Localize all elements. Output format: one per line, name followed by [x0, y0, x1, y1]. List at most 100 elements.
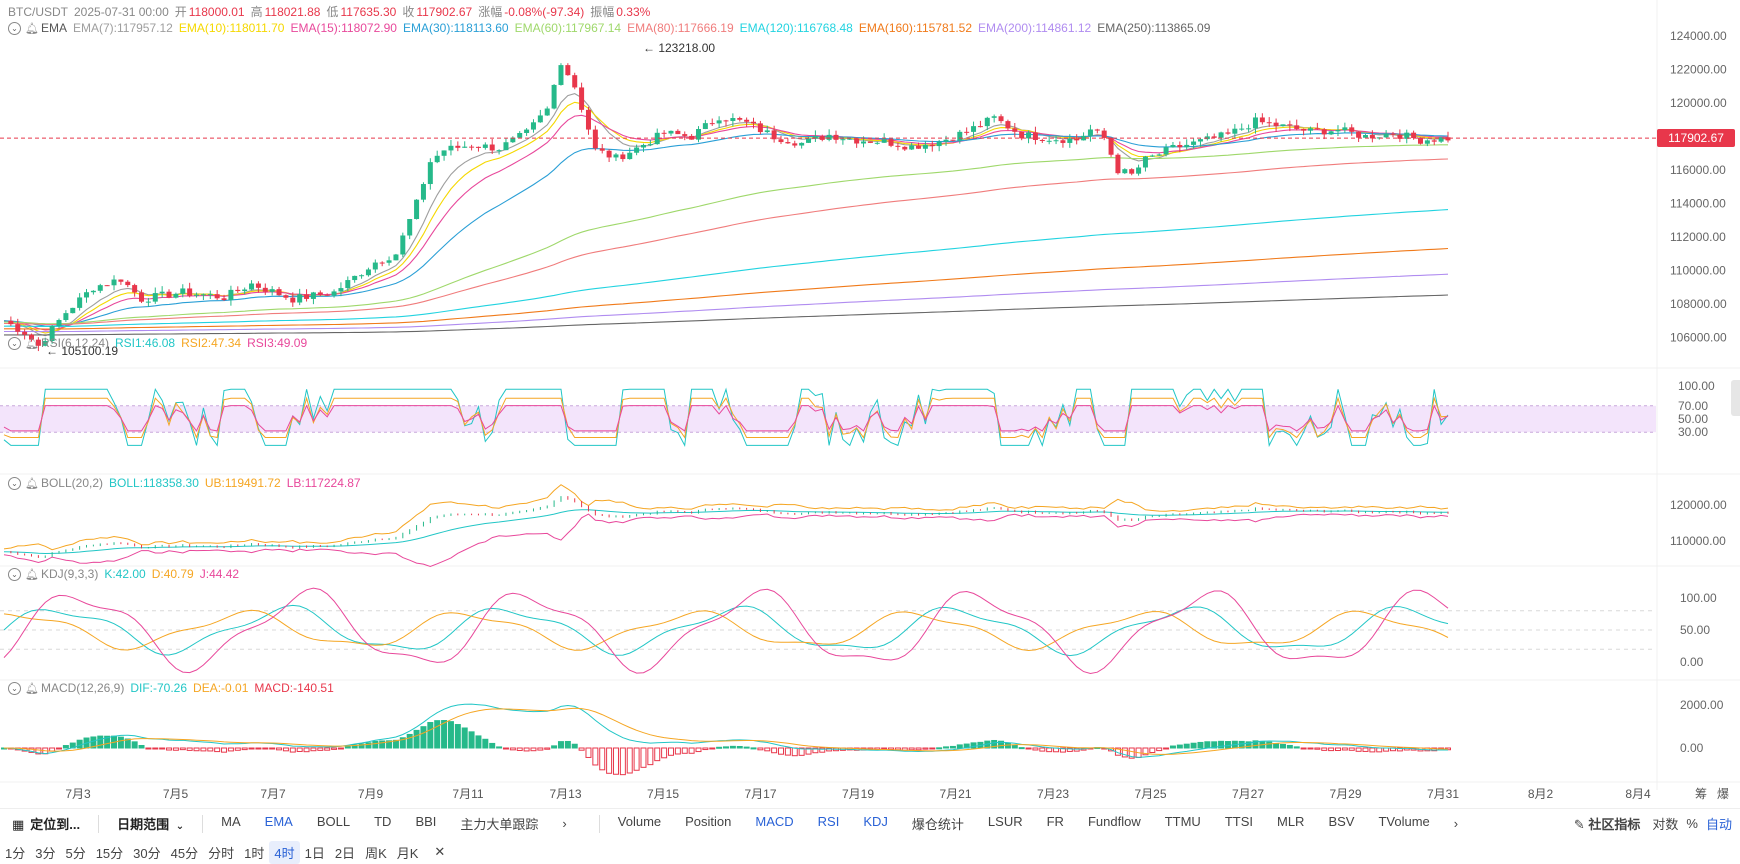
candle-body: [1287, 124, 1293, 126]
sub-indicator-7[interactable]: FR: [1046, 814, 1064, 829]
candle-body: [304, 294, 310, 299]
boll-legend: ⌄ 🔔︎ BOLL(20,2) BOLL:118358.30 UB:119491.…: [8, 476, 367, 490]
macd-bar: [908, 747, 915, 751]
interval-toolbar: 1分 3分 5分 15分 30分 45分 分时 1时 4时 1日 2日 周K 月K ✕: [0, 840, 1740, 864]
main-indicator-5[interactable]: 主力大单跟踪: [460, 817, 539, 832]
candle-body: [909, 145, 915, 150]
ema-legend-item: EMA(60):117967.14: [514, 21, 622, 35]
candle-body: [1032, 132, 1038, 140]
chevron-right-icon[interactable]: ›: [1453, 816, 1459, 831]
main-indicator-0[interactable]: MA: [221, 814, 241, 829]
macd-bar: [454, 724, 461, 749]
candle-body: [1307, 128, 1313, 131]
bell-icon[interactable]: 🔔︎: [25, 477, 39, 490]
sub-indicator-8[interactable]: Fundflow: [1087, 814, 1141, 829]
collapse-chevron-icon[interactable]: ⌄: [8, 476, 21, 490]
collapse-chevron-icon[interactable]: ⌄: [8, 21, 21, 35]
macd-bar: [1376, 747, 1383, 753]
side-panel-handle[interactable]: [1731, 380, 1740, 416]
date-range-button[interactable]: 日期范围 ⌄: [105, 814, 196, 833]
candle-body: [1273, 122, 1279, 127]
candle-body: [840, 139, 846, 141]
interval-11[interactable]: 周K: [365, 845, 387, 861]
main-indicator-1[interactable]: EMA: [264, 814, 293, 829]
interval-4[interactable]: 30分: [133, 845, 161, 861]
collapse-chevron-icon[interactable]: ⌄: [8, 567, 21, 581]
candle-body: [1424, 140, 1430, 144]
bell-icon[interactable]: 🔔︎: [25, 682, 39, 695]
macd-bar: [344, 746, 351, 749]
sub-indicator-0[interactable]: Volume: [617, 814, 662, 829]
interval-3[interactable]: 15分: [95, 845, 124, 861]
macd-bar: [812, 747, 819, 754]
macd-bar: [1286, 744, 1293, 749]
macd-bar: [537, 747, 544, 751]
sub-indicator-10[interactable]: TTSI: [1224, 814, 1253, 829]
percent-scale-toggle[interactable]: %: [1686, 815, 1698, 831]
sub-indicator-11[interactable]: MLR: [1276, 814, 1305, 829]
interval-8[interactable]: 4时: [269, 840, 300, 864]
sub-indicator-12[interactable]: BSV: [1328, 814, 1355, 829]
sub-indicator-6[interactable]: LSUR: [987, 814, 1023, 829]
candle-body: [1108, 137, 1114, 155]
interval-0[interactable]: 1分: [5, 845, 26, 861]
boll-tick: 110000.00: [1670, 534, 1726, 548]
candle-body: [90, 290, 96, 293]
boll-legend-item: LB:117224.87: [286, 476, 361, 490]
sub-indicator-9[interactable]: TTMU: [1164, 814, 1201, 829]
main-indicator-4[interactable]: BBI: [415, 814, 437, 829]
macd-bar: [1431, 747, 1438, 752]
auto-scale-toggle[interactable]: 自动: [1705, 816, 1732, 832]
sub-indicator-3[interactable]: RSI: [817, 814, 840, 829]
candle-body: [922, 144, 928, 149]
interval-9[interactable]: 1日: [304, 845, 325, 861]
macd-bar: [358, 743, 365, 749]
macd-bar: [757, 747, 764, 751]
close-icon[interactable]: ✕: [434, 844, 446, 859]
sub-indicator-5[interactable]: 爆仓统计: [911, 817, 964, 832]
candle-body: [1012, 128, 1018, 132]
candle-body: [764, 130, 770, 133]
macd-bar: [674, 747, 681, 755]
sub-indicator-1[interactable]: Position: [685, 814, 732, 829]
candle-body: [957, 131, 963, 141]
candle-body: [517, 132, 523, 138]
macd-bar: [647, 747, 654, 766]
bell-icon[interactable]: 🔔︎: [25, 337, 39, 350]
candle-body: [634, 147, 640, 153]
candle-body: [400, 235, 406, 255]
locate-button[interactable]: ▦ 定位到...: [0, 814, 92, 833]
bell-icon[interactable]: 🔔︎: [25, 22, 39, 35]
interval-1[interactable]: 3分: [35, 845, 56, 861]
log-scale-toggle[interactable]: 对数: [1652, 816, 1679, 832]
macd-bar: [1218, 740, 1225, 749]
main-indicator-3[interactable]: TD: [374, 814, 392, 829]
interval-10[interactable]: 2日: [334, 845, 356, 861]
chevron-right-icon[interactable]: ›: [562, 816, 567, 831]
community-indicator-button[interactable]: ✎ 社区指标: [1574, 814, 1641, 833]
interval-7[interactable]: 1时: [244, 845, 265, 861]
macd-legend-item: DIF:-70.26: [130, 681, 188, 695]
interval-6[interactable]: 分时: [208, 845, 235, 861]
candle-body: [1397, 134, 1403, 139]
ema-line: [4, 273, 1449, 333]
candle-body: [1280, 124, 1286, 127]
sub-indicator-4[interactable]: KDJ: [863, 814, 888, 829]
interval-2[interactable]: 5分: [65, 845, 86, 861]
candle-body: [943, 139, 949, 142]
bell-icon[interactable]: 🔔︎: [25, 568, 39, 581]
sub-indicator-2[interactable]: MACD: [755, 814, 794, 829]
sub-indicator-13[interactable]: TVolume: [1378, 814, 1430, 829]
macd-bar: [331, 747, 338, 750]
interval-12[interactable]: 月K: [396, 845, 419, 861]
interval-5[interactable]: 45分: [170, 845, 199, 861]
collapse-chevron-icon[interactable]: ⌄: [8, 681, 21, 695]
candle-body: [1225, 132, 1231, 134]
candle-body: [276, 289, 282, 296]
main-indicator-2[interactable]: BOLL: [316, 814, 351, 829]
macd-bar: [1396, 747, 1403, 752]
candle-body: [1369, 135, 1375, 139]
candle-body: [214, 294, 220, 299]
collapse-chevron-icon[interactable]: ⌄: [8, 336, 21, 350]
candle-body: [572, 75, 578, 88]
